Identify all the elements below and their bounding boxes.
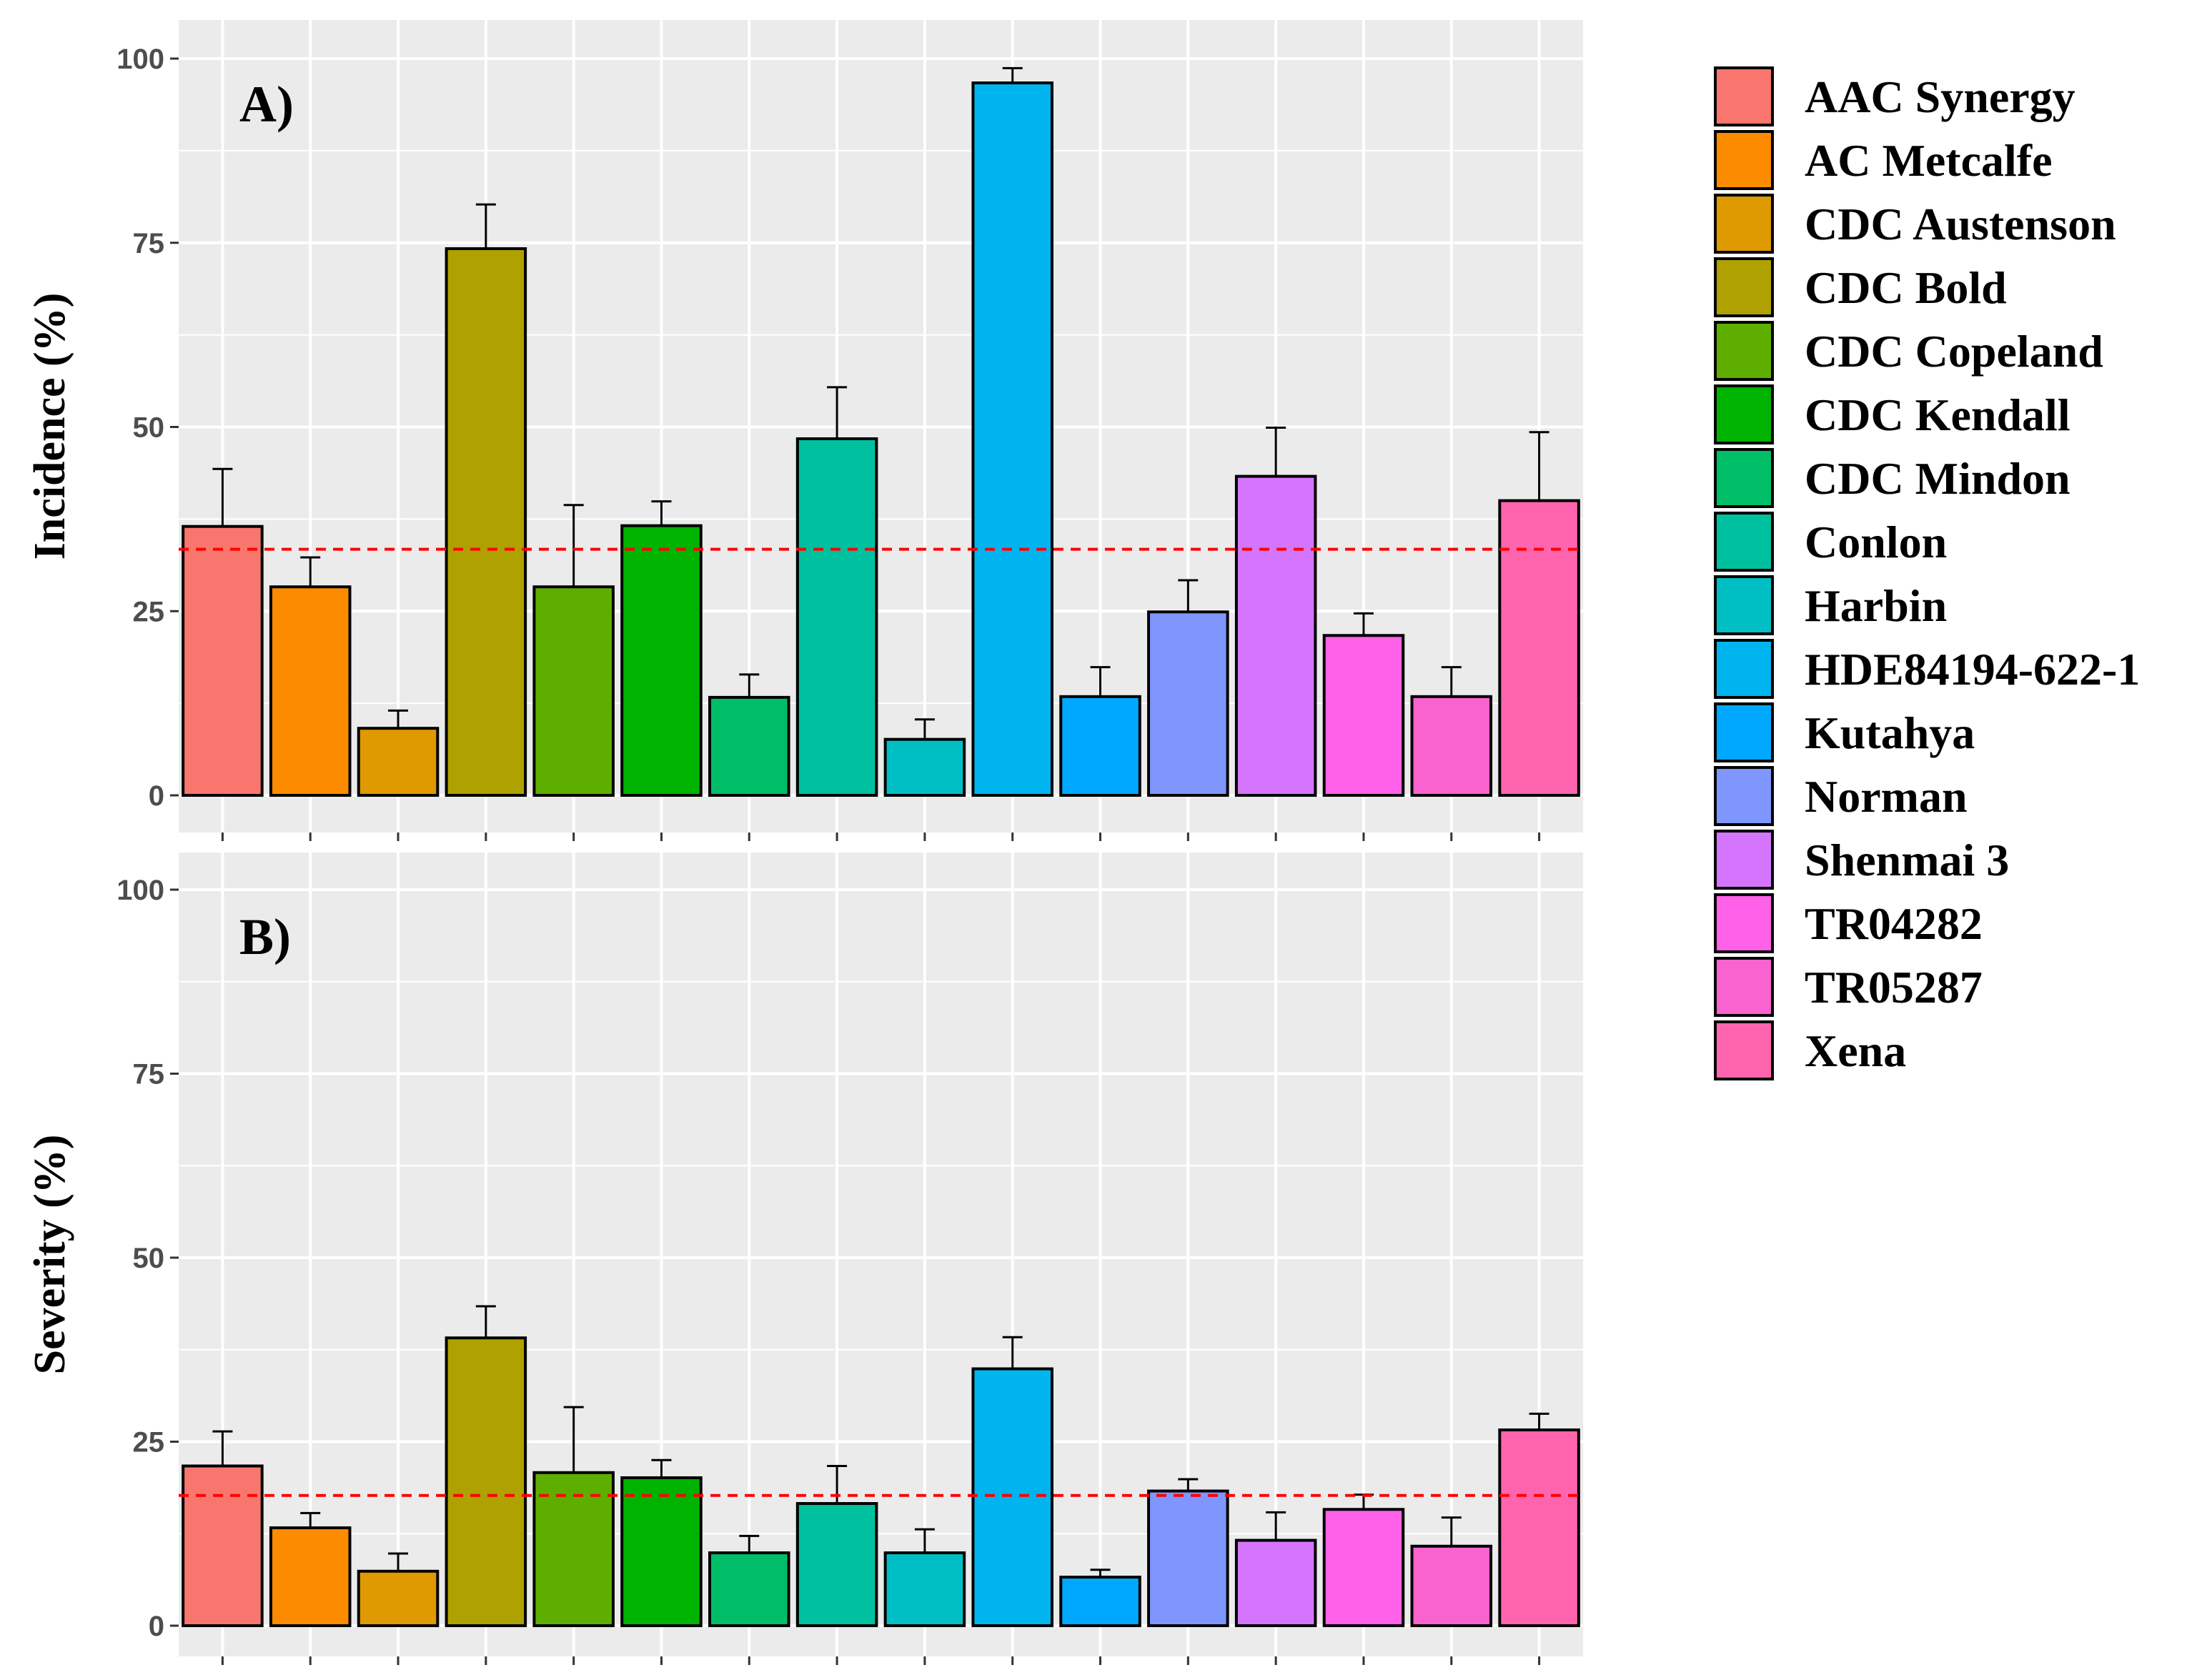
panel-a-bars: [182, 81, 1580, 797]
legend-label: Conlon: [1805, 517, 1947, 567]
legend-key: [1714, 766, 1774, 826]
bar-cdc-mindon: [708, 695, 790, 797]
legend-label: AC Metcalfe: [1805, 135, 2052, 186]
bar-tr04282: [1322, 1508, 1405, 1628]
bar-aac-synergy: [182, 1464, 264, 1627]
legend-key: [1714, 1020, 1774, 1080]
bar-xena: [1498, 499, 1580, 797]
bar-shenmai-3: [1234, 474, 1317, 797]
legend-key: [1714, 321, 1774, 381]
bar-aac-synergy: [182, 525, 264, 797]
panel-b-severity: 0 25 50 75 100 B) Severity (%): [26, 853, 1583, 1665]
bar-norman: [1147, 610, 1229, 797]
y-tick-label: 25: [133, 1427, 165, 1458]
legend-label: Harbin: [1805, 580, 1947, 631]
bar-harbin: [883, 737, 966, 797]
y-tick-label: 25: [133, 596, 165, 627]
bar-cdc-austenson: [357, 727, 440, 797]
legend: AAC Synergy AC Metcalfe CDC Austenson CDC B…: [1714, 66, 2140, 1080]
bar-cdc-kendall: [620, 1476, 703, 1627]
y-tick-label: 75: [133, 228, 165, 259]
bar-cdc-copeland: [532, 1471, 615, 1628]
panel-a-y-axis: 0 25 50 75 100: [116, 44, 1541, 841]
legend-key: [1714, 257, 1774, 317]
bar-norman: [1147, 1489, 1229, 1628]
legend-key: [1714, 512, 1774, 572]
panel-a-error-bars: [212, 66, 1549, 741]
bar-cdc-bold: [445, 1336, 527, 1628]
bar-ac-metcalfe: [269, 1526, 352, 1628]
bar-hde84194-622-1: [971, 81, 1053, 797]
legend-key: [1714, 957, 1774, 1017]
legend-label: Shenmai 3: [1805, 835, 2009, 885]
y-tick-label: 0: [149, 1611, 164, 1642]
panel-a-label: A): [239, 76, 294, 133]
legend-key: [1714, 448, 1774, 508]
bar-xena: [1498, 1428, 1580, 1628]
legend-label: CDC Austenson: [1805, 199, 2116, 249]
bar-cdc-kendall: [620, 524, 703, 797]
legend-label: Norman: [1805, 771, 1968, 822]
bar-tr04282: [1322, 634, 1405, 797]
legend-label: TR04282: [1805, 898, 1983, 949]
legend-label: CDC Mindon: [1805, 453, 2070, 504]
legend-label: TR05287: [1805, 962, 1983, 1013]
legend-key: [1714, 639, 1774, 699]
y-tick-label: 50: [133, 1243, 165, 1274]
bar-kutahya: [1059, 1576, 1141, 1628]
legend-label: HDE84194-622-1: [1805, 644, 2140, 695]
y-tick-label: 0: [149, 780, 164, 812]
legend-label: AAC Synergy: [1805, 71, 2075, 122]
legend-key: [1714, 194, 1774, 254]
y-tick-label: 100: [116, 44, 164, 75]
legend-label: CDC Kendall: [1805, 389, 2070, 440]
bar-conlon: [795, 437, 878, 797]
legend-key: [1714, 130, 1774, 190]
legend-key: [1714, 575, 1774, 635]
bar-hde84194-622-1: [971, 1367, 1053, 1628]
y-tick-label: 50: [133, 412, 165, 444]
legend-key: [1714, 893, 1774, 953]
bar-cdc-bold: [445, 247, 527, 797]
panel-a-y-axis-title: Incidence (%): [26, 293, 74, 560]
legend-label: Xena: [1805, 1025, 1906, 1076]
panel-b-label: B): [239, 908, 291, 965]
bar-tr05287: [1410, 695, 1493, 797]
legend-key: [1714, 702, 1774, 762]
bar-harbin: [883, 1551, 966, 1628]
legend-label: Kutahya: [1805, 707, 1975, 758]
bar-cdc-mindon: [708, 1551, 790, 1628]
legend-label: CDC Bold: [1805, 262, 2007, 313]
y-tick-label: 100: [116, 875, 164, 906]
legend-key: [1714, 830, 1774, 890]
bar-kutahya: [1059, 695, 1141, 797]
panel-b-y-axis-title: Severity (%): [26, 1135, 74, 1375]
legend-key: [1714, 384, 1774, 444]
bar-tr05287: [1410, 1544, 1493, 1628]
bar-shenmai-3: [1234, 1539, 1317, 1628]
bar-ac-metcalfe: [269, 585, 352, 797]
panel-a-incidence: 0 25 50 75 100 A) Incidence (%): [26, 20, 1583, 841]
bar-cdc-austenson: [357, 1569, 440, 1628]
y-tick-label: 75: [133, 1059, 165, 1090]
legend-label: CDC Copeland: [1805, 326, 2103, 377]
bar-conlon: [795, 1502, 878, 1628]
legend-key: [1714, 66, 1774, 126]
panel-b-y-axis: 0 25 50 75 100: [116, 875, 1541, 1665]
bar-cdc-copeland: [532, 585, 615, 797]
